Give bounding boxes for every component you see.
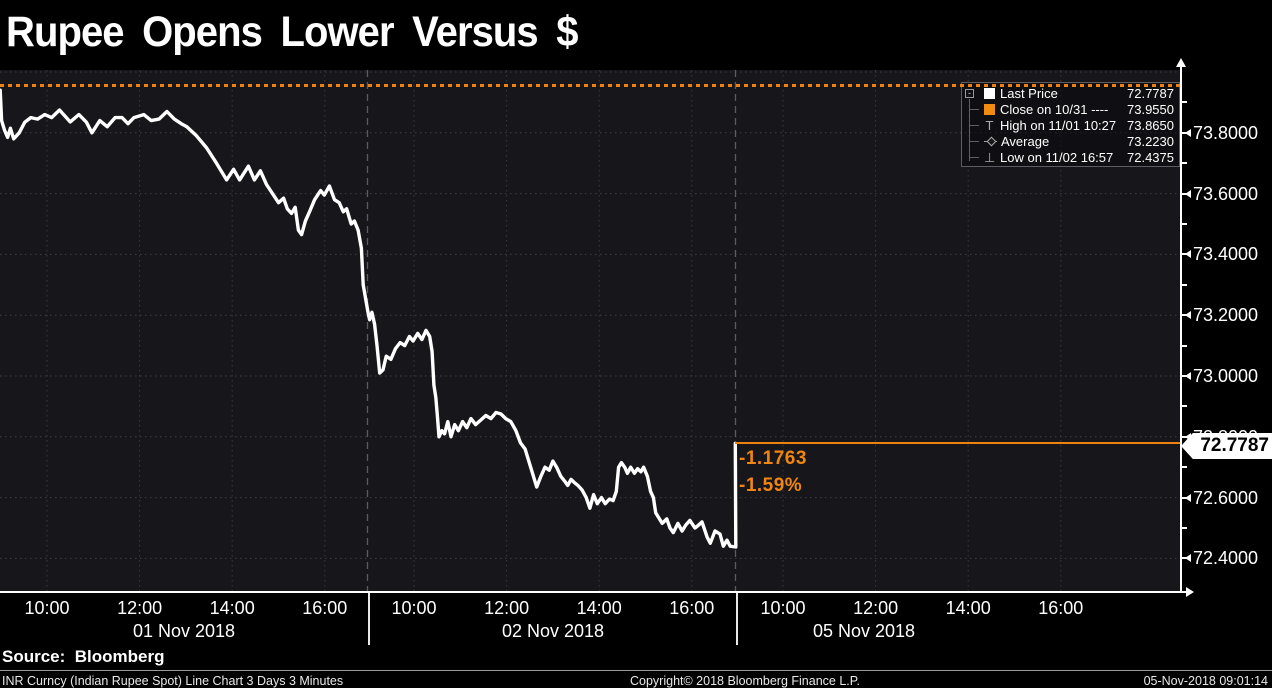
- y-tick-arrow-icon: [1185, 372, 1191, 380]
- source-label: Source: Bloomberg: [2, 647, 165, 666]
- y-axis-minor-tick: [1182, 466, 1187, 469]
- y-axis-label: 73.0000: [1193, 366, 1259, 386]
- y-tick-arrow-icon: [1185, 250, 1191, 259]
- x-axis-day-separator: [367, 593, 370, 645]
- x-axis-hour-label: 16:00: [302, 598, 348, 618]
- chart-legend[interactable]: - Last Price 72.7787 Close on 10/31 ---- 73…: [961, 82, 1180, 167]
- change-absolute-annotation: -1.1763: [739, 448, 807, 469]
- y-tick-arrow-icon: [1185, 128, 1191, 137]
- y-axis-minor-tick: [1182, 527, 1187, 529]
- legend-tree-branch: [969, 141, 979, 142]
- legend-row-low[interactable]: ⊥ Low on 11/02 16:57 72.4375: [962, 149, 1179, 165]
- legend-row-last[interactable]: Last Price 72.7787: [962, 85, 1179, 101]
- y-axis-minor-tick: [1182, 162, 1187, 165]
- y-axis-label: 73.4000: [1193, 244, 1259, 265]
- legend-value: 73.8650: [1127, 117, 1174, 133]
- x-axis-line: [0, 591, 1187, 593]
- last-price-line: [735, 442, 1181, 444]
- legend-value: 73.2230: [1127, 133, 1174, 149]
- x-axis-hour-label: 10:00: [391, 598, 437, 618]
- legend-tree-line: [969, 99, 970, 161]
- legend-expander-icon[interactable]: -: [965, 89, 974, 98]
- page-title: Rupee Opens Lower Versus $: [6, 8, 579, 56]
- x-axis-day-label: 02 Nov 2018: [501, 621, 605, 641]
- x-axis-hour-label: 12:00: [117, 598, 163, 618]
- x-axis-day-separator: [735, 593, 738, 645]
- high-marker-icon: T: [985, 117, 994, 133]
- change-percent-annotation: -1.59%: [739, 475, 803, 496]
- x-axis-day-label: 01 Nov 2018: [132, 621, 236, 641]
- close-swatch-icon: [984, 103, 995, 115]
- y-tick-arrow-icon: [1185, 432, 1191, 441]
- y-axis-minor-tick: [1182, 283, 1187, 286]
- y-tick-arrow-icon: [1185, 189, 1191, 198]
- legend-value: 73.9550: [1127, 101, 1174, 117]
- legend-label: Low on 11/02 16:57: [1000, 149, 1114, 165]
- x-axis-hour-label: 16:00: [1038, 598, 1084, 618]
- x-axis-day-label: 05 Nov 2018: [812, 621, 916, 641]
- footer-bar: INR Curncy (Indian Rupee Spot) Line Char…: [0, 670, 1272, 688]
- legend-tree-branch: [969, 157, 979, 158]
- y-axis-label: 72.4000: [1193, 548, 1259, 569]
- y-tick-arrow-icon: [1185, 493, 1191, 502]
- y-axis-label: 72.6000: [1193, 487, 1259, 508]
- legend-value: 72.7787: [1127, 85, 1174, 101]
- legend-label: Average: [1001, 133, 1050, 149]
- legend-tree-branch: [969, 125, 979, 126]
- x-axis-hour-label: 14:00: [945, 598, 991, 618]
- last-price-swatch-icon: [984, 87, 995, 99]
- y-axis-label: 73.6000: [1193, 183, 1259, 204]
- footer-timestamp: 05-Nov-2018 09:01:14: [1143, 674, 1268, 688]
- y-axis-minor-tick: [1182, 223, 1187, 225]
- footer-copyright-text: Copyright© 2018 Bloomberg Finance L.P.: [630, 674, 860, 688]
- x-axis-arrow-icon: [1186, 587, 1194, 597]
- x-axis-hour-label: 14:00: [576, 598, 622, 618]
- legend-tree-branch: [969, 109, 979, 110]
- y-axis-label: 73.8000: [1193, 122, 1259, 143]
- x-axis-hour-label: 10:00: [24, 598, 70, 618]
- footer-instrument-text: INR Curncy (Indian Rupee Spot) Line Char…: [2, 674, 344, 688]
- legend-label: High on 11/01 10:27: [1000, 117, 1117, 133]
- legend-row-average[interactable]: Average 73.2230: [962, 133, 1179, 149]
- y-axis-label: 73.2000: [1193, 305, 1259, 326]
- y-axis-minor-tick: [1182, 101, 1187, 104]
- x-axis-hour-label: 14:00: [209, 598, 255, 618]
- x-axis-hour-label: 12:00: [853, 598, 899, 618]
- x-axis-hour-label: 16:00: [669, 598, 715, 618]
- prev-close-dotted-line: [0, 84, 1181, 87]
- legend-row-close[interactable]: Close on 10/31 ---- 73.9550: [962, 101, 1179, 117]
- price-line: [0, 88, 738, 549]
- legend-label: Close on 10/31 ----: [1000, 101, 1109, 117]
- y-axis-line: [1180, 66, 1182, 593]
- y-axis-arrow-icon: [1176, 58, 1186, 67]
- y-axis-minor-tick: [1182, 405, 1187, 408]
- legend-value: 72.4375: [1127, 149, 1174, 165]
- y-tick-arrow-icon: [1185, 311, 1191, 320]
- y-axis-minor-tick: [1182, 344, 1187, 347]
- x-axis-hour-label: 12:00: [484, 598, 530, 618]
- x-axis-hour-label: 10:00: [760, 598, 806, 618]
- last-price-tag: 72.7787: [1181, 433, 1272, 459]
- legend-row-high[interactable]: T High on 11/01 10:27 73.8650: [962, 117, 1179, 133]
- legend-label: Last Price: [1000, 85, 1058, 101]
- y-tick-arrow-icon: [1185, 554, 1191, 563]
- low-marker-icon: ⊥: [984, 149, 996, 165]
- average-marker-icon: [984, 136, 997, 147]
